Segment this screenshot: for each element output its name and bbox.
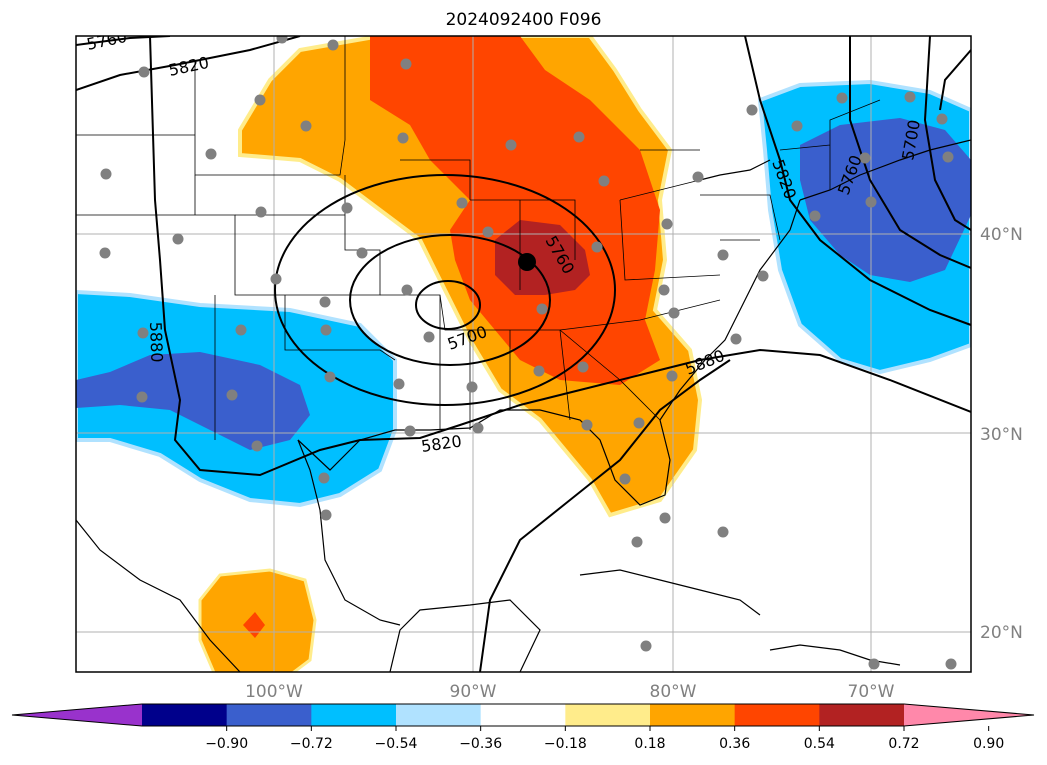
anomaly-neg-0.54-east xyxy=(800,118,971,282)
colorbar-tick-label: −0.54 xyxy=(375,736,418,752)
contour-label: 5820 xyxy=(167,53,211,80)
map-frame xyxy=(75,35,972,673)
colorbar-bin xyxy=(142,704,228,726)
colorbar-bin xyxy=(565,704,651,726)
latitude-labels: 40°N 30°N 20°N xyxy=(980,225,1023,643)
colorbar-tick-label: −0.90 xyxy=(205,736,248,752)
colorbar-tick-label: 0.72 xyxy=(888,736,919,752)
colorbar-bin xyxy=(226,704,312,726)
lon-label: 100°W xyxy=(245,682,303,702)
colorbar-tick-label: −0.36 xyxy=(459,736,502,752)
colorbar-bin xyxy=(396,704,482,726)
lon-label: 80°W xyxy=(650,682,697,702)
colorbar-extend-min xyxy=(12,704,142,726)
station-markers xyxy=(99,36,957,670)
colorbar xyxy=(11,703,1035,727)
lat-label: 20°N xyxy=(980,623,1023,643)
colorbar-bin xyxy=(650,704,736,726)
colorbar-bin xyxy=(480,704,566,726)
graticule xyxy=(76,36,971,672)
colorbar-bin xyxy=(734,704,820,726)
anomaly-0.54-region xyxy=(370,36,660,385)
anomaly-neg-0.54-west xyxy=(76,352,310,450)
colorbar-tick-label: −0.18 xyxy=(544,736,587,752)
target-location-marker xyxy=(518,253,536,271)
contour-label: 5880 xyxy=(146,321,166,362)
colorbar-tick-label: 0.90 xyxy=(973,736,1004,752)
contour-label: 5760 xyxy=(85,27,129,54)
map-area: 5760 5820 5880 5700 5760 5820 5880 5820 … xyxy=(76,27,971,672)
coastlines xyxy=(76,139,971,672)
lon-label: 70°W xyxy=(848,682,895,702)
lat-label: 40°N xyxy=(980,225,1023,245)
longitude-labels: 100°W 90°W 80°W 70°W xyxy=(245,682,895,702)
anomaly-0.72-region xyxy=(495,220,590,295)
height-contours xyxy=(76,36,971,672)
colorbar-bin xyxy=(819,704,905,726)
lat-label: 30°N xyxy=(980,425,1023,445)
colorbar-tick-label: 0.54 xyxy=(804,736,835,752)
colorbar-tick-label: 0.36 xyxy=(719,736,750,752)
lon-label: 90°W xyxy=(450,682,497,702)
colorbar-bin xyxy=(311,704,397,726)
colorbar-extend-max xyxy=(904,704,1034,726)
state-borders xyxy=(76,36,881,440)
colorbar-tick-label: −0.72 xyxy=(290,736,333,752)
colorbar-ticks: −0.90 −0.72 −0.54 −0.36 −0.18 0.18 0.36 0.54 0.7… xyxy=(205,726,1004,752)
colorbar-tick-label: 0.18 xyxy=(634,736,665,752)
map-title: 2024092400 F096 xyxy=(445,10,602,30)
